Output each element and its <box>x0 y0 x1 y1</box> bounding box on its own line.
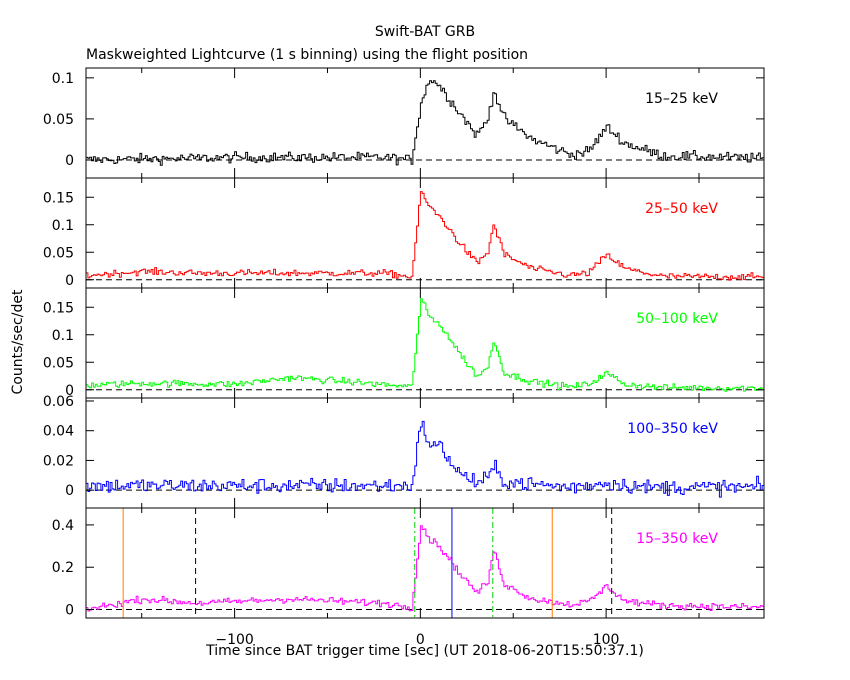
series-line <box>86 525 764 612</box>
energy-band-label: 50–100 keV <box>636 311 718 327</box>
panel-2: 0 0.05 0.1 0.15 25–50 keV <box>43 177 765 289</box>
x-tick-label: −100 <box>215 632 253 648</box>
panel-5: 0 0.2 0.4 15–350 keV <box>52 507 765 619</box>
y-tick-label: 0 <box>65 153 74 169</box>
y-tick-label: 0.2 <box>52 560 74 576</box>
chart-title: Swift-BAT GRB <box>375 24 475 40</box>
series-line <box>86 420 764 498</box>
panel-3: 0 0.05 0.1 0.15 50–100 keV <box>43 287 765 399</box>
panel-frame <box>85 67 765 179</box>
y-tick-label: 0.02 <box>43 453 74 469</box>
y-tick-label: 0 <box>65 603 74 619</box>
y-tick-label: 0.1 <box>52 71 74 87</box>
panel-frame <box>85 507 765 619</box>
y-tick-label: 0 <box>65 483 74 499</box>
energy-band-label: 100–350 keV <box>627 421 718 437</box>
panel-frame <box>85 287 765 399</box>
series-line <box>86 298 764 392</box>
energy-band-label: 25–50 keV <box>645 201 718 217</box>
panel-4: 0 0.02 0.04 0.06 100–350 keV <box>43 394 765 509</box>
y-axis-label: Counts/sec/det <box>10 289 26 394</box>
chart-subtitle: Maskweighted Lightcurve (1 s binning) us… <box>86 47 528 63</box>
y-tick-label: 0.06 <box>43 394 74 410</box>
y-tick-label: 0.05 <box>43 112 74 128</box>
x-tick-label: 100 <box>593 632 620 648</box>
y-tick-label: 0.05 <box>43 355 74 371</box>
y-tick-label: 0 <box>65 383 74 399</box>
y-tick-label: 0.1 <box>52 218 74 234</box>
y-tick-label: 0.15 <box>43 300 74 316</box>
series-line <box>86 80 764 166</box>
x-axis-label: Time since BAT trigger time [sec] (UT 20… <box>205 643 644 659</box>
panel-1: 0 0.05 0.1 15–25 keV <box>43 67 765 179</box>
y-tick-label: 0.04 <box>43 424 74 440</box>
y-tick-label: 0.1 <box>52 328 74 344</box>
y-tick-label: 0.4 <box>52 518 74 534</box>
y-tick-label: 0.05 <box>43 245 74 261</box>
panel-frame <box>85 397 765 509</box>
x-tick-label: 0 <box>416 632 425 648</box>
series-line <box>86 191 764 281</box>
energy-band-label: 15–25 keV <box>645 91 718 107</box>
energy-band-label: 15–350 keV <box>636 531 718 547</box>
y-tick-label: 0.15 <box>43 190 74 206</box>
y-tick-label: 0 <box>65 273 74 289</box>
